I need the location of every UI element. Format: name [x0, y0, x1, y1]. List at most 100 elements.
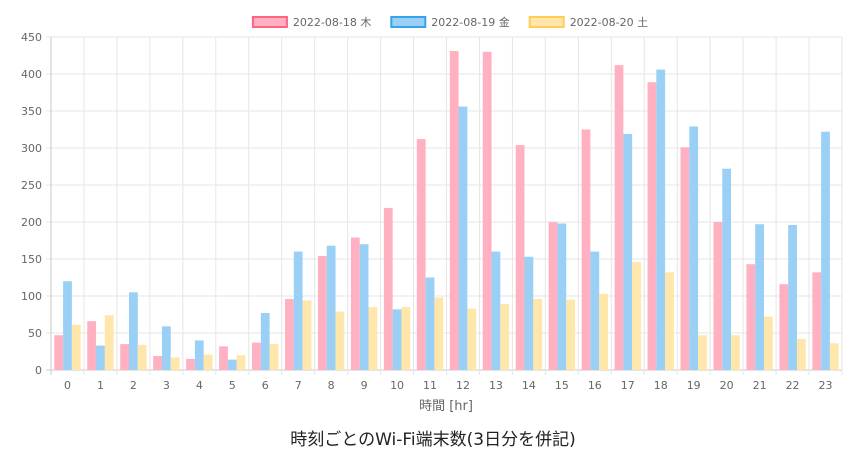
x-axis-title: 時間 [hr] [419, 399, 473, 414]
bar [170, 357, 180, 370]
bar [236, 355, 246, 370]
x-tick-label: 8 [328, 379, 335, 392]
y-tick-label: 200 [21, 216, 42, 229]
bar [203, 354, 213, 370]
bar [779, 284, 789, 370]
bar [458, 106, 468, 370]
x-tick-label: 9 [361, 379, 368, 392]
bar [491, 251, 501, 370]
bar [821, 131, 830, 370]
bar [161, 326, 171, 370]
legend-swatch [528, 16, 565, 28]
bar [434, 297, 444, 370]
y-tick-label: 350 [21, 105, 42, 118]
x-tick-label: 18 [654, 379, 668, 392]
bar [632, 261, 641, 370]
y-tick-label: 250 [21, 179, 42, 192]
bar [665, 272, 674, 370]
y-tick-label: 150 [21, 253, 42, 266]
grid-lines [46, 36, 843, 375]
x-tick-label: 19 [687, 379, 701, 392]
x-tick-label: 14 [522, 379, 536, 392]
bar [326, 245, 336, 370]
bar [796, 338, 806, 370]
x-axis-ticks: 0 1 2 3 4 5 6 7 8 9 10 11 12 13 14 15 16 17 18 19 20 21 22 23 [64, 379, 833, 392]
y-axis-ticks: 0 50 100 150 200 250 300 350 400 450 [21, 31, 42, 377]
bar [71, 324, 81, 370]
bar [467, 308, 477, 370]
y-tick-label: 100 [21, 290, 42, 303]
bar [194, 340, 204, 370]
bar [425, 277, 435, 370]
bar [269, 344, 279, 370]
x-tick-label: 16 [588, 379, 602, 392]
x-tick-label: 1 [97, 379, 104, 392]
x-tick-label: 12 [456, 379, 470, 392]
bar [368, 307, 378, 370]
bar [96, 345, 105, 370]
bar [788, 224, 797, 370]
x-tick-label: 11 [423, 379, 437, 392]
bar [722, 168, 732, 370]
bar [260, 313, 270, 370]
bar [623, 133, 633, 370]
bar [731, 335, 740, 370]
x-tick-label: 7 [295, 379, 302, 392]
bar [713, 222, 723, 370]
y-tick-label: 300 [21, 142, 42, 155]
bar [335, 311, 345, 370]
bar [533, 298, 543, 370]
bar [302, 300, 312, 370]
x-tick-label: 2 [130, 379, 137, 392]
bar [383, 207, 393, 370]
x-tick-label: 3 [163, 379, 170, 392]
bar [755, 224, 764, 370]
bar [317, 256, 327, 370]
bar [227, 359, 237, 370]
bar [763, 316, 773, 370]
bar [401, 307, 411, 370]
x-tick-label: 17 [621, 379, 635, 392]
y-tick-label: 50 [28, 327, 42, 340]
bar [104, 315, 114, 370]
bar [599, 293, 608, 370]
bar [746, 264, 756, 370]
legend-swatch [251, 16, 288, 28]
chart-caption: 時刻ごとのWi-Fi端末数(3日分を併記) [290, 430, 576, 450]
legend-label: 2022-08-19 金 [431, 15, 509, 29]
bar [252, 342, 261, 370]
bar [285, 298, 294, 370]
bar [87, 321, 97, 370]
bar [548, 222, 558, 370]
bar [614, 65, 624, 371]
bar [219, 346, 228, 370]
bar [515, 145, 525, 370]
bar [482, 51, 492, 371]
legend-swatch [390, 16, 427, 28]
x-tick-label: 20 [720, 379, 734, 392]
legend-label: 2022-08-20 土 [570, 16, 648, 29]
bar [829, 343, 839, 370]
bar [581, 129, 591, 370]
bar [129, 292, 138, 370]
x-tick-label: 0 [64, 379, 71, 392]
bar [680, 147, 690, 370]
legend: 2022-08-18 木 2022-08-19 金 2022-08-20 土 [251, 15, 648, 29]
bar [350, 237, 360, 370]
bar [137, 344, 147, 370]
bar [590, 251, 600, 370]
x-tick-label: 10 [390, 379, 404, 392]
x-tick-label: 23 [819, 379, 833, 392]
bar [392, 309, 402, 370]
x-tick-label: 5 [229, 379, 236, 392]
bar [500, 304, 510, 370]
bar [566, 299, 576, 370]
y-tick-label: 0 [35, 364, 42, 377]
bar [689, 126, 699, 370]
bar [153, 355, 162, 370]
bar [186, 358, 195, 370]
x-tick-label: 22 [786, 379, 800, 392]
x-tick-label: 15 [555, 379, 569, 392]
bar [293, 251, 303, 370]
